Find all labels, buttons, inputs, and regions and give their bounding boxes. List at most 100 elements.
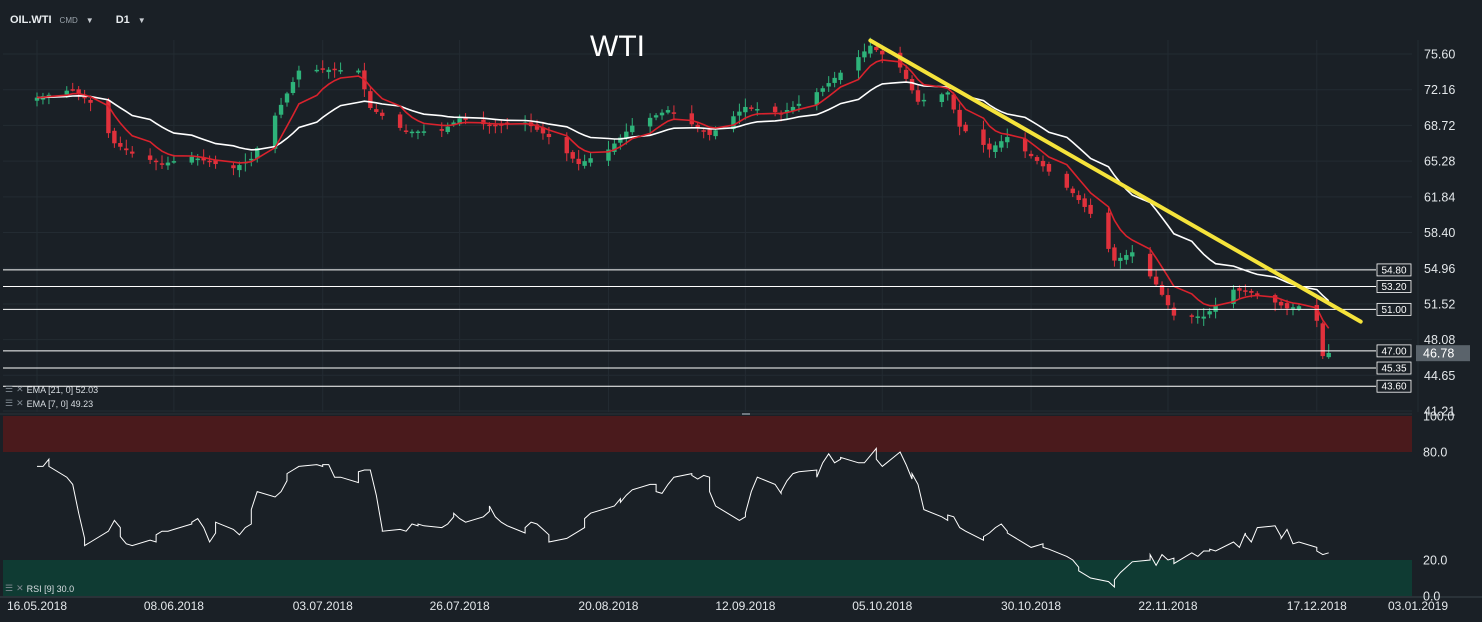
- candle-body: [272, 115, 278, 149]
- candle-body: [534, 124, 540, 130]
- price-tick-label: 61.84: [1424, 190, 1455, 204]
- candle-body: [403, 130, 409, 132]
- candle-body: [397, 114, 403, 128]
- candle-body: [880, 50, 885, 55]
- candle-body: [1255, 293, 1260, 295]
- candle-body: [826, 83, 831, 87]
- timeframe-dropdown-icon[interactable]: ▼: [137, 15, 146, 25]
- candle-body: [82, 95, 87, 99]
- candle-body: [314, 69, 319, 72]
- price-level-box: [1376, 263, 1412, 277]
- price-tick-label: 68.72: [1424, 119, 1455, 133]
- candle-body: [1118, 257, 1123, 261]
- candle-body: [856, 57, 861, 71]
- candle-body: [1272, 295, 1278, 303]
- candle-body: [255, 148, 260, 159]
- candle-body: [326, 69, 331, 73]
- candle-body: [993, 145, 998, 152]
- trendline: [868, 38, 1363, 324]
- symbol-label[interactable]: OIL.WTI: [10, 14, 52, 26]
- candle-body: [1243, 290, 1248, 292]
- candle-body: [70, 89, 75, 91]
- indicator-rsi-label[interactable]: RSI [9] 30.0: [26, 583, 75, 594]
- candle-body: [606, 149, 611, 161]
- candle-body: [1284, 303, 1290, 309]
- candle-body: [118, 143, 123, 147]
- candle-body: [332, 68, 337, 71]
- price-tick-label: 54.96: [1424, 262, 1455, 276]
- candle-body: [1106, 212, 1111, 249]
- symbol-dropdown-icon[interactable]: ▼: [85, 15, 94, 25]
- candle-body: [1207, 311, 1212, 315]
- menu-icon[interactable]: ☰: [5, 384, 14, 394]
- rsi-tick-label: 20.0: [1423, 554, 1447, 568]
- candle-body: [1195, 316, 1200, 318]
- date-tick-label: 03.01.2019: [1388, 599, 1448, 613]
- indicator-ema21: ☰ ✕ EMA [21, 0] 52.03: [5, 384, 98, 395]
- price-tick-label: 72.16: [1424, 83, 1455, 97]
- price-level-box: [1376, 379, 1412, 393]
- panel-resize-handle: [742, 413, 750, 415]
- timeframe-label[interactable]: D1: [115, 14, 130, 26]
- candle-body: [540, 127, 546, 134]
- candle-body: [796, 103, 802, 106]
- candle-body: [588, 158, 593, 163]
- candle-body: [618, 137, 623, 143]
- close-icon[interactable]: ✕: [16, 384, 24, 394]
- price-tick-label: 75.60: [1424, 48, 1455, 62]
- candle-body: [963, 124, 968, 132]
- price-tick-label: 41.21: [1424, 405, 1455, 419]
- candle-body: [921, 99, 927, 102]
- candle-body: [1022, 138, 1028, 152]
- candle-body: [409, 131, 415, 134]
- price-level-label: 43.60: [1381, 382, 1406, 393]
- menu-icon[interactable]: ☰: [5, 398, 14, 408]
- candle-body: [356, 70, 361, 73]
- candle-body: [838, 72, 843, 81]
- candle-body: [731, 116, 736, 130]
- candle-body: [1130, 252, 1135, 257]
- price-tick-label: 58.40: [1424, 226, 1455, 240]
- candle-body: [463, 117, 468, 120]
- candle-body: [1201, 316, 1206, 319]
- candle-body: [903, 69, 909, 79]
- menu-icon[interactable]: ☰: [5, 583, 14, 593]
- candle-body: [374, 109, 379, 112]
- candle-body: [231, 165, 236, 169]
- indicator-ema7-label[interactable]: EMA [7, 0] 49.23: [26, 398, 94, 409]
- candle-body: [499, 124, 504, 126]
- rsi-line: [37, 447, 1329, 589]
- candle-body: [249, 158, 254, 161]
- date-tick-label: 20.08.2018: [578, 599, 638, 613]
- close-icon[interactable]: ✕: [16, 398, 24, 408]
- candle-body: [862, 51, 867, 58]
- candle-body: [1070, 188, 1075, 194]
- date-tick-label: 08.06.2018: [144, 599, 204, 613]
- candle-body: [64, 90, 69, 95]
- candle-body: [1034, 157, 1040, 161]
- price-level-box: [1376, 302, 1412, 316]
- candle-body: [981, 129, 986, 145]
- close-icon[interactable]: ✕: [16, 583, 24, 593]
- candle-body: [213, 160, 218, 165]
- indicator-ema21-label[interactable]: EMA [21, 0] 52.03: [26, 384, 99, 395]
- date-tick-label: 30.10.2018: [1001, 599, 1061, 613]
- candle-body: [749, 107, 754, 109]
- price-level-label: 54.80: [1381, 265, 1406, 276]
- candle-body: [1112, 247, 1117, 261]
- candle-body: [945, 92, 950, 95]
- candle-body: [1237, 288, 1242, 291]
- candle-body: [743, 106, 748, 113]
- candle-body: [457, 118, 462, 125]
- candle-body: [165, 162, 171, 166]
- candle-body: [832, 77, 837, 83]
- price-tick-label: 51.52: [1424, 297, 1455, 311]
- candle-body: [915, 90, 921, 102]
- candle-body: [701, 130, 706, 132]
- candle-body: [999, 141, 1004, 148]
- candle-body: [171, 161, 177, 163]
- candle-body: [439, 129, 444, 131]
- ema21-line: [36, 81, 1330, 302]
